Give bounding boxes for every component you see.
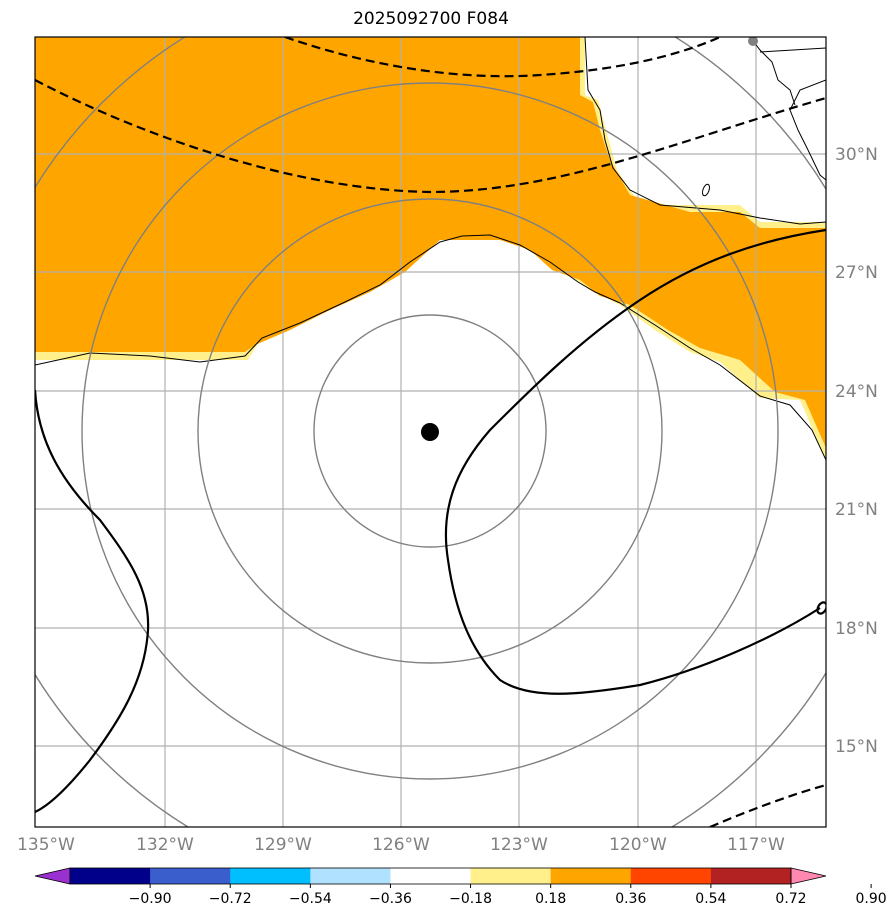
range-rings: [35, 37, 826, 827]
colorbar-segment: [150, 868, 231, 884]
colorbar-segment: [310, 868, 391, 884]
colorbar-tick-label: 0.18: [535, 891, 566, 907]
city-marker-icon: [748, 37, 758, 46]
lat-label: 18°N: [835, 619, 878, 639]
map-frame: [34, 36, 827, 828]
lon-label: 120°W: [609, 835, 667, 855]
longitude-labels: 135°W 132°W 129°W 126°W 123°W 120°W 117°…: [17, 835, 785, 855]
colorbar-tick-label: −0.54: [289, 891, 332, 907]
colorbar-tick-label: 0.54: [695, 891, 726, 907]
lon-label: 123°W: [490, 835, 548, 855]
colorbar-tick-label: −0.36: [369, 891, 412, 907]
anomaly-fill: [35, 37, 826, 448]
colorbar-segment: [470, 868, 552, 884]
colorbar-frame: [69, 867, 792, 885]
lat-label: 27°N: [835, 263, 878, 283]
colorbar: −0.90 −0.72 −0.54 −0.36 −0.18 0.18 0.36 0.54 0.7…: [34, 867, 887, 907]
colorbar-extend-high: [790, 867, 827, 885]
map-title: 2025092700 F084: [353, 9, 509, 29]
gridlines: [35, 37, 826, 827]
colorbar-segment: [550, 868, 632, 884]
colorbar-extend-low: [34, 867, 71, 885]
colorbar-tick-label: 0.90: [856, 891, 887, 907]
map-area: [35, 37, 826, 827]
colorbar-tick-label: 0.72: [775, 891, 806, 907]
colorbar-segment: [390, 868, 472, 884]
colorbar-tick-label: 0.36: [615, 891, 646, 907]
colorbar-segment: [710, 868, 792, 884]
latitude-labels: 30°N 27°N 24°N 21°N 18°N 15°N: [835, 145, 878, 757]
lon-label: 135°W: [17, 835, 75, 855]
storm-center-marker: [421, 423, 439, 441]
lon-label: 117°W: [727, 835, 785, 855]
lon-label: 129°W: [254, 835, 312, 855]
colorbar-tick-label: −0.72: [209, 891, 252, 907]
colorbar-tick-label: −0.90: [129, 891, 172, 907]
colorbar-segment: [630, 868, 712, 884]
dashed-contours: [35, 37, 826, 827]
lon-label: 132°W: [136, 835, 194, 855]
colorbar-segment: [70, 868, 151, 884]
coastline: [35, 37, 826, 461]
colorbar-segment: [230, 868, 311, 884]
colorbar-tick-label: −0.18: [449, 891, 492, 907]
lat-label: 24°N: [835, 382, 878, 402]
lon-label: 126°W: [372, 835, 430, 855]
lat-label: 30°N: [835, 145, 878, 165]
lat-label: 21°N: [835, 500, 878, 520]
lat-label: 15°N: [835, 737, 878, 757]
